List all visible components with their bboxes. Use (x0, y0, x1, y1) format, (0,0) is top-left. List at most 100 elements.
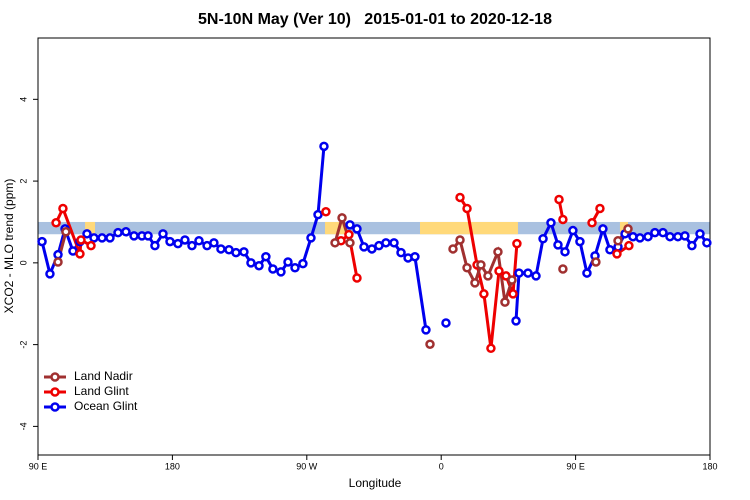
data-point (462, 203, 472, 214)
legend-label: Ocean Glint (74, 399, 138, 413)
data-point (268, 264, 278, 274)
data-point (508, 289, 518, 299)
data-point (687, 240, 697, 251)
data-point (493, 247, 503, 257)
data-point (494, 266, 504, 276)
data-point (352, 224, 362, 234)
data-point (531, 271, 541, 281)
legend-label: Land Glint (74, 384, 129, 398)
data-point (635, 233, 645, 243)
data-point (568, 225, 578, 236)
data-point (298, 258, 308, 269)
data-point (82, 229, 92, 239)
data-point (538, 233, 548, 244)
data-point (455, 192, 465, 203)
land-band (419, 221, 518, 235)
data-point (598, 224, 608, 234)
legend-marker (50, 387, 60, 397)
data-point (45, 269, 55, 279)
data-point (500, 297, 510, 307)
data-point (113, 227, 123, 238)
data-point (209, 238, 219, 248)
land-band (85, 221, 96, 235)
data-point (695, 229, 705, 239)
data-point (283, 257, 293, 267)
data-point (643, 231, 653, 242)
x-tick-label: 90 E (29, 461, 48, 471)
data-point (512, 238, 522, 249)
chart-title: 5N-10N May (Ver 10) 2015-01-01 to 2020-1… (198, 11, 552, 28)
data-point (345, 220, 355, 230)
data-point (58, 203, 68, 214)
data-point (290, 263, 300, 273)
data-point (650, 227, 660, 238)
data-point (344, 229, 354, 240)
data-point (89, 233, 99, 243)
data-point (129, 231, 139, 241)
data-point (523, 268, 533, 278)
data-point (612, 249, 622, 259)
data-point (553, 240, 563, 250)
data-point (479, 289, 489, 299)
legend-label: Land Nadir (74, 369, 133, 383)
data-point (613, 236, 623, 246)
data-point (554, 194, 564, 205)
data-point (560, 247, 570, 257)
data-point (389, 238, 399, 248)
data-point (330, 238, 340, 248)
data-point (173, 238, 183, 249)
data-point (476, 260, 486, 270)
data-point (410, 251, 420, 262)
data-point (321, 207, 331, 217)
data-point (216, 244, 226, 254)
data-point (582, 268, 592, 278)
data-point (158, 229, 168, 239)
data-point (486, 343, 496, 354)
data-point (75, 249, 85, 259)
data-point (507, 275, 517, 285)
data-point (511, 316, 521, 326)
data-point (421, 325, 431, 335)
plot-frame (37, 37, 711, 456)
data-point (441, 318, 451, 328)
data-point (665, 231, 675, 242)
data-point (381, 238, 391, 248)
data-point (187, 240, 197, 251)
data-point (470, 278, 480, 288)
y-tick-label: -4 (18, 422, 28, 430)
data-point (575, 236, 585, 247)
y-tick-label: 2 (18, 179, 28, 184)
x-tick-label: 90 E (566, 461, 585, 471)
data-point (254, 260, 264, 271)
data-point (359, 242, 369, 252)
data-point (558, 214, 568, 225)
y-tick-label: 4 (18, 97, 28, 102)
data-point (150, 240, 160, 251)
x-tick-label: 180 (165, 461, 180, 471)
data-point (97, 233, 107, 243)
data-point (702, 238, 712, 248)
data-point (105, 233, 115, 243)
data-point (37, 236, 47, 247)
data-point (595, 203, 605, 214)
x-tick-label: 180 (702, 461, 717, 471)
legend-marker (50, 372, 60, 382)
land-band (325, 221, 346, 235)
data-point (587, 218, 597, 228)
y-tick-label: 0 (18, 260, 28, 265)
data-point (276, 267, 286, 277)
data-point (51, 218, 61, 228)
data-point (483, 271, 493, 281)
data-point (396, 247, 406, 258)
data-point (61, 227, 71, 237)
data-point (658, 227, 668, 238)
legend-marker (50, 402, 60, 412)
data-point (194, 236, 204, 246)
data-point (558, 264, 568, 274)
data-point (337, 213, 347, 223)
data-point (591, 257, 601, 267)
x-tick-label: 0 (439, 461, 444, 471)
data-point (53, 249, 63, 260)
data-point (306, 233, 316, 243)
